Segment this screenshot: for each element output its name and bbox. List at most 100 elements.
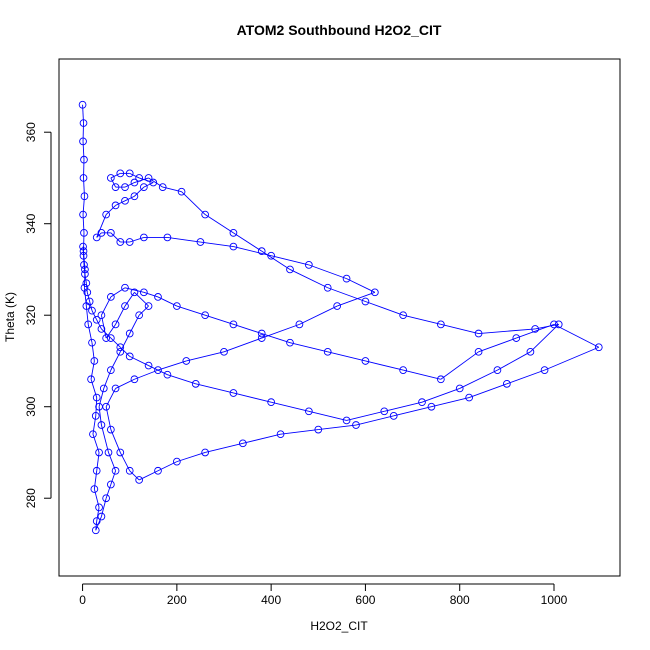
data-point: [79, 247, 88, 256]
data-point: [80, 192, 89, 201]
data-point: [314, 425, 323, 434]
data-point: [163, 233, 172, 242]
x-tick-label: 1000: [541, 593, 568, 607]
series-segment: [336, 291, 376, 307]
data-point: [107, 293, 115, 301]
series-segment: [223, 337, 262, 353]
data-point: [89, 430, 97, 439]
data-series: [78, 100, 603, 535]
data-point: [371, 288, 379, 297]
series-segment: [233, 323, 262, 334]
series-segment: [110, 172, 121, 179]
data-point: [220, 347, 228, 356]
data-point: [163, 370, 172, 379]
data-point: [154, 366, 162, 374]
data-point: [92, 517, 101, 525]
series-segment: [233, 246, 272, 257]
series-segment: [167, 374, 196, 385]
series-segment: [91, 310, 98, 320]
data-point: [352, 421, 360, 429]
data-point: [305, 407, 313, 416]
series-segment: [105, 484, 112, 499]
data-point: [550, 320, 558, 329]
series-segment: [176, 305, 206, 316]
data-point: [257, 329, 266, 338]
data-point: [79, 210, 87, 219]
data-point: [102, 402, 110, 411]
data-point: [79, 137, 87, 146]
series-segment: [200, 241, 234, 248]
data-point: [399, 311, 407, 320]
data-point: [229, 320, 238, 329]
data-point: [173, 302, 181, 310]
series-segment: [143, 291, 159, 298]
data-point: [342, 274, 351, 283]
series-segment: [110, 337, 121, 348]
data-point: [135, 174, 143, 182]
data-point: [540, 366, 549, 374]
data-point: [526, 347, 535, 356]
series-segment: [148, 177, 163, 188]
series-segment: [110, 287, 126, 298]
data-point: [201, 311, 209, 320]
series-segment: [134, 186, 145, 197]
series-segment: [327, 287, 366, 302]
data-point: [418, 398, 426, 406]
x-tick-label: 200: [167, 593, 187, 607]
series-segment: [346, 410, 385, 421]
series-segment: [105, 406, 112, 430]
data-point: [79, 251, 88, 260]
series-segment: [403, 314, 441, 325]
series-segment: [110, 177, 116, 188]
series-segment: [403, 369, 441, 380]
data-point: [130, 178, 139, 187]
series-segment: [86, 292, 91, 302]
data-point: [267, 251, 275, 260]
data-point: [229, 242, 238, 251]
data-point: [92, 233, 101, 242]
data-point: [97, 229, 106, 237]
series-segment: [100, 424, 109, 453]
data-point: [99, 384, 108, 393]
series-segment: [289, 269, 328, 289]
series-segment: [181, 191, 206, 215]
series-segment: [157, 360, 187, 371]
data-point: [427, 402, 436, 411]
series-segment: [289, 342, 328, 353]
x-tick-label: 800: [450, 593, 470, 607]
data-point: [111, 183, 120, 191]
y-axis-label: Theta (K): [3, 292, 17, 342]
data-point: [554, 320, 563, 329]
data-point: [81, 270, 89, 278]
series-segment: [478, 337, 517, 353]
data-point: [121, 302, 129, 310]
data-point: [361, 297, 370, 306]
data-point: [102, 494, 110, 503]
series-segment: [327, 351, 366, 362]
series-segment: [82, 141, 85, 160]
data-point: [465, 393, 473, 402]
data-point: [201, 448, 209, 457]
data-point: [305, 261, 313, 269]
data-point: [111, 201, 120, 210]
data-point: [257, 247, 266, 256]
data-point: [154, 293, 162, 301]
series-segment: [84, 273, 87, 284]
chart-title: ATOM2 Southbound H2O2_CIT: [237, 22, 442, 38]
data-point: [286, 265, 294, 274]
data-point: [107, 480, 115, 489]
data-point: [91, 526, 100, 535]
data-point: [79, 174, 88, 182]
data-point: [80, 155, 88, 164]
series-segment: [233, 392, 272, 403]
series-segment: [233, 232, 262, 252]
series-segment: [89, 301, 93, 311]
series-segment: [82, 104, 84, 124]
series-segment: [497, 351, 531, 371]
data-point: [125, 466, 134, 475]
series-segment: [261, 250, 291, 270]
data-point: [512, 334, 521, 342]
data-point: [111, 320, 120, 329]
data-point: [437, 375, 445, 384]
